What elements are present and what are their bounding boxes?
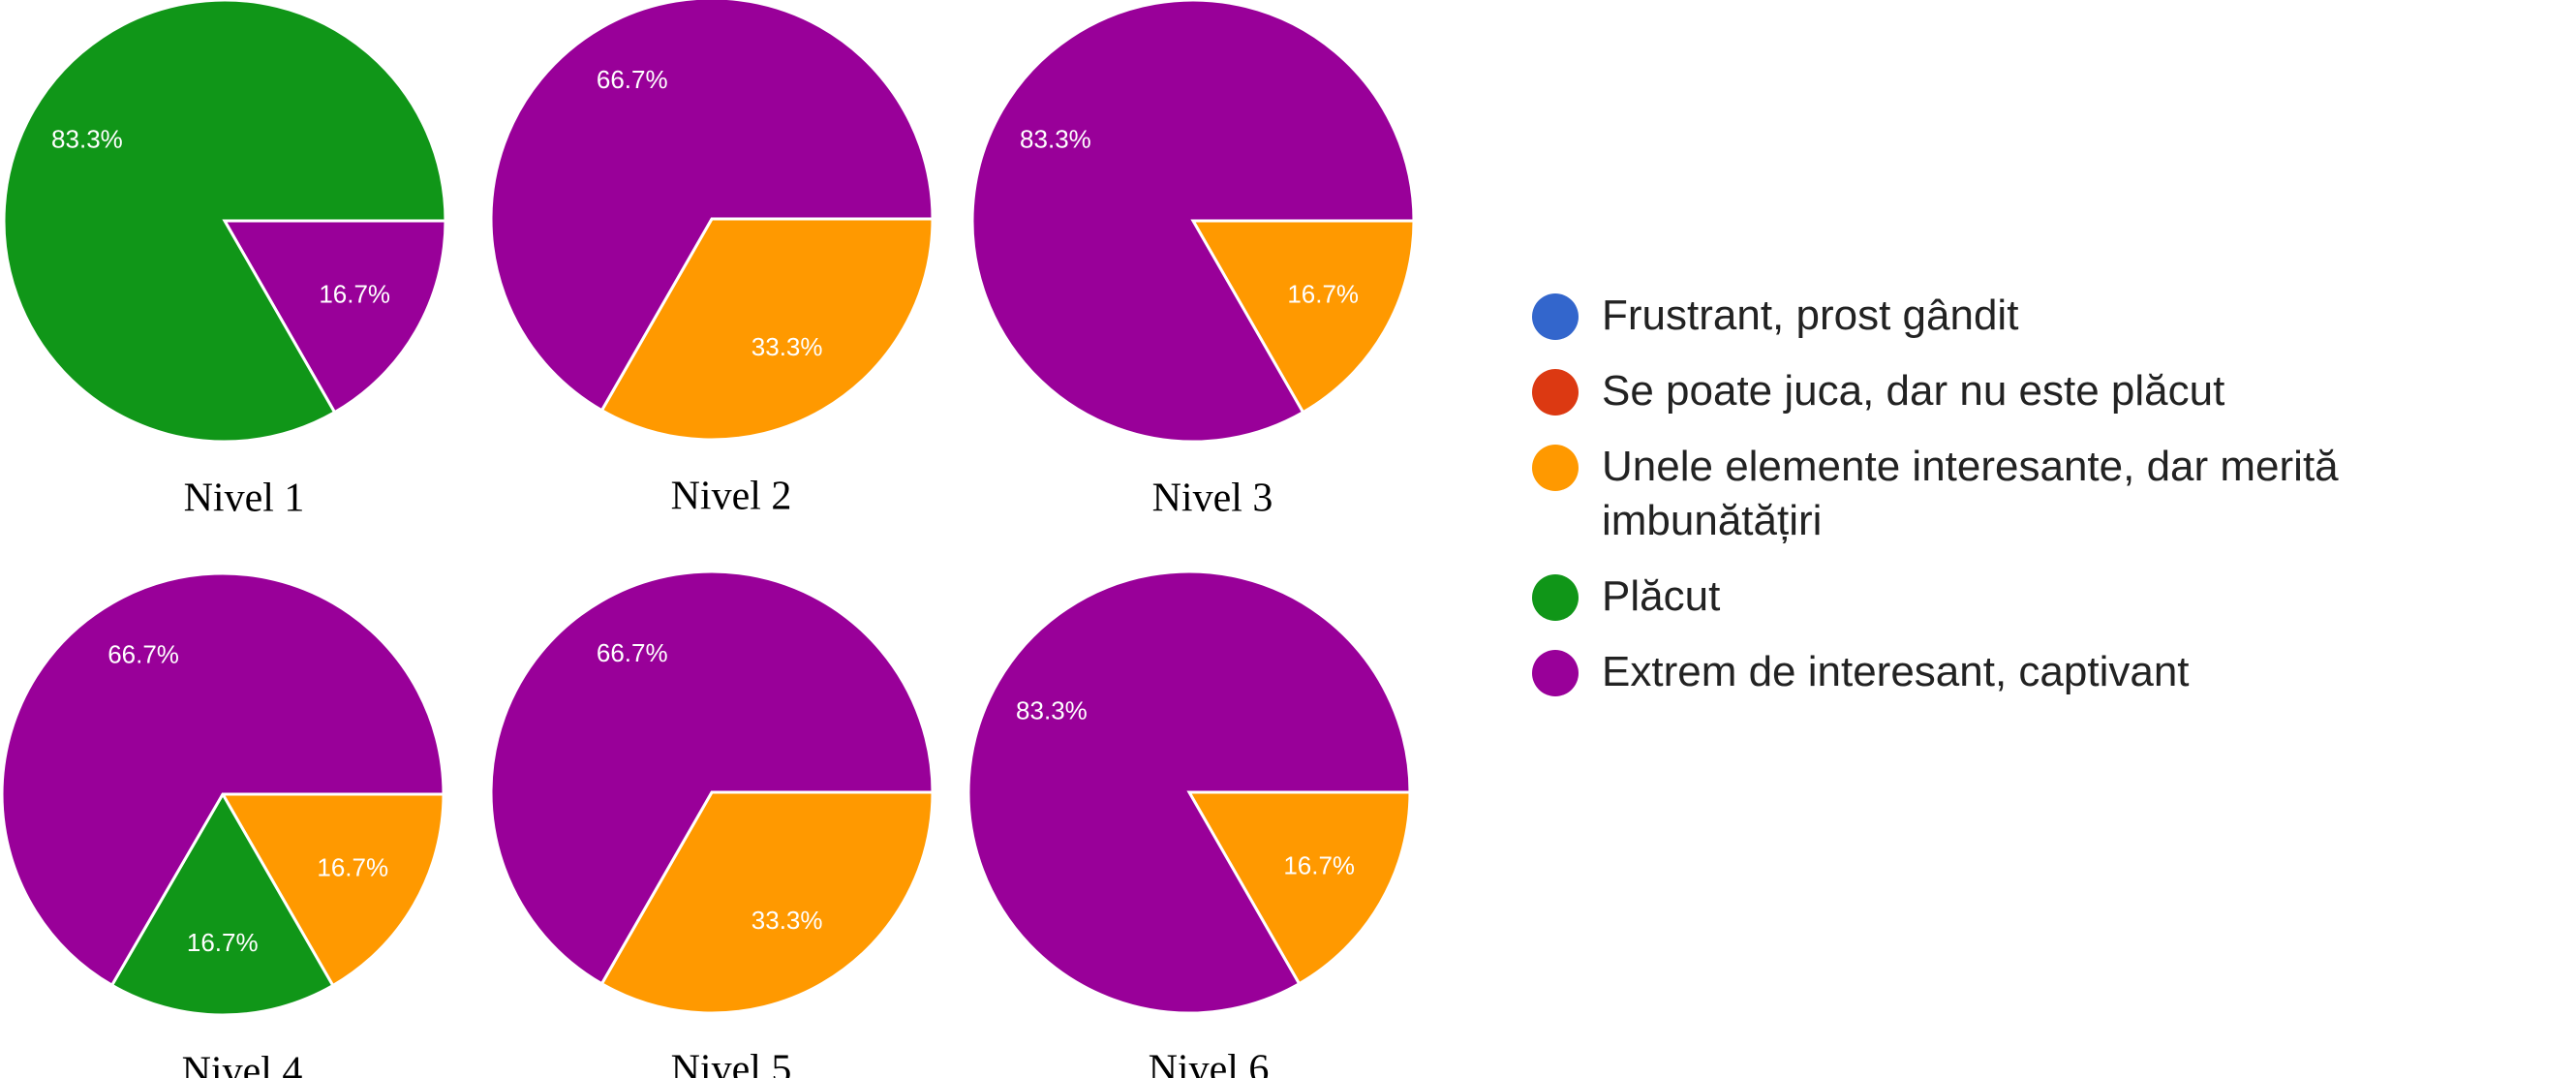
pie-slice-label: 83.3% (51, 125, 123, 154)
pie-chart-1: 16.7% 83.3% Nivel 1 (2, 0, 447, 521)
pie-caption: Nivel 5 (671, 1048, 792, 1078)
pie-slice (970, 0, 1416, 444)
pie-slice (966, 570, 1412, 1015)
pie-slice (599, 790, 935, 1015)
legend-dot-orange (1532, 445, 1579, 491)
pie-slice-label: 83.3% (1016, 696, 1088, 725)
pie-slice-label: 33.3% (751, 332, 823, 361)
pie-slice (222, 219, 447, 415)
pie-caption: Nivel 2 (671, 475, 792, 519)
pie-slice (489, 0, 935, 413)
pie-slice (1186, 790, 1412, 986)
legend-item-extrem: Extrem de interesant, captivant (1532, 645, 2539, 699)
legend-item-frustrant: Frustrant, prost gândit (1532, 289, 2539, 343)
pie-slice (489, 570, 935, 986)
pie-chart-3: 16.7% 83.3% Nivel 3 (970, 0, 1416, 521)
pie-slice (599, 217, 935, 442)
pie-slice-label: 16.7% (319, 280, 390, 309)
legend-dot-purple (1532, 650, 1579, 696)
legend-dot-green (1532, 574, 1579, 621)
pie-slice (2, 0, 447, 444)
legend-label: Unele elemente interesante, dar merită i… (1602, 443, 2339, 544)
legend-label: Extrem de interesant, captivant (1602, 648, 2190, 695)
legend-item-se-poate-juca: Se poate juca, dar nu este plăcut (1532, 364, 2539, 418)
pie-slice (1190, 219, 1416, 415)
pie-slice-label: 16.7% (1287, 280, 1359, 309)
legend-item-placut: Plăcut (1532, 570, 2539, 624)
pie-slice (0, 571, 445, 988)
pie-chart-5: 33.3% 66.7% Nivel 5 (489, 570, 935, 1078)
pie-slice-label: 83.3% (1020, 125, 1091, 154)
pie-caption: Nivel 3 (1152, 477, 1273, 521)
pie-chart-2: 33.3% 66.7% Nivel 2 (489, 0, 935, 519)
legend: Frustrant, prost gândit Se poate juca, d… (1532, 289, 2539, 721)
legend-label: Plăcut (1602, 572, 1721, 620)
pie-caption: Nivel 6 (1149, 1048, 1270, 1078)
pie-slice (220, 792, 445, 988)
pie-slice-label: 66.7% (597, 638, 668, 667)
pie-slice-label: 33.3% (751, 906, 823, 935)
pie-slice (109, 791, 335, 1017)
legend-item-unele-elemente: Unele elemente interesante, dar merită i… (1532, 440, 2539, 548)
pie-slice-label: 16.7% (1283, 851, 1355, 880)
legend-dot-red (1532, 369, 1579, 416)
pie-slice-label: 66.7% (107, 640, 179, 669)
legend-label: Frustrant, prost gândit (1602, 292, 2019, 339)
pie-slice-label: 16.7% (317, 852, 388, 881)
pie-chart-4: 16.7% 16.7% 66.7% Nivel 4 (0, 571, 445, 1078)
pie-caption: Nivel 4 (182, 1050, 303, 1078)
pie-chart-6: 16.7% 83.3% Nivel 6 (966, 570, 1412, 1078)
pie-slice-label: 66.7% (597, 65, 668, 94)
legend-label: Se poate juca, dar nu este plăcut (1602, 367, 2225, 415)
pie-slice-label: 16.7% (187, 928, 259, 957)
pie-caption: Nivel 1 (184, 477, 305, 521)
legend-dot-blue (1532, 293, 1579, 340)
